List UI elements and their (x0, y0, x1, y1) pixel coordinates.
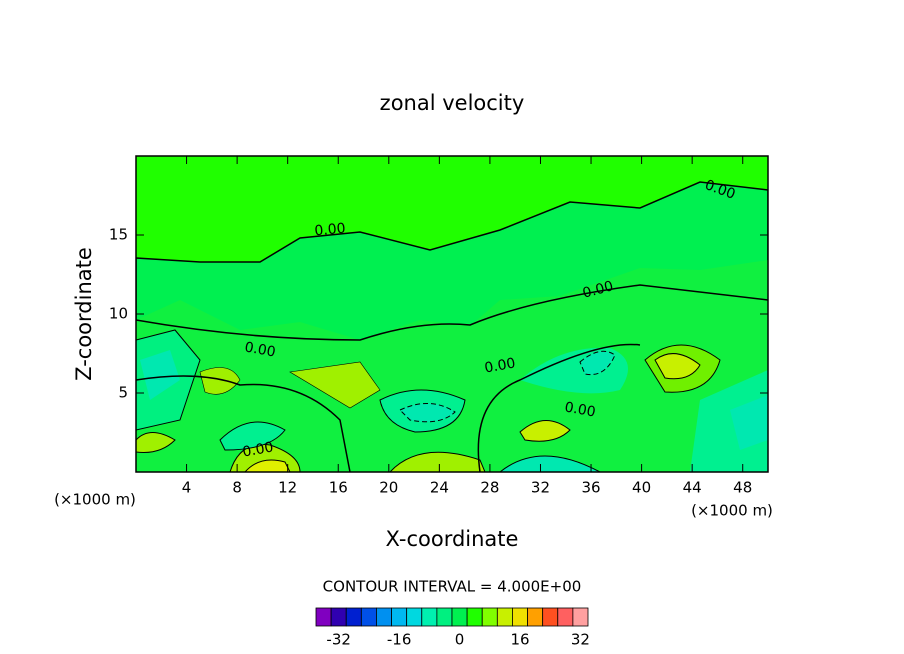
x-tick-label: 16 (329, 479, 348, 497)
x-tick-label: 12 (278, 479, 297, 497)
colorbar-swatch (391, 607, 408, 627)
colorbar-swatch (406, 607, 423, 627)
colorbar-swatch (527, 607, 544, 627)
x-axis-label: X-coordinate (386, 527, 519, 551)
contour-label: 0.00 (314, 221, 346, 240)
x-tick-label: 40 (632, 479, 651, 497)
contour-label: 0.00 (243, 339, 276, 360)
colorbar-tick-label: -32 (326, 631, 351, 649)
chart-title: zonal velocity (380, 91, 525, 115)
x-tick-label: 20 (379, 479, 398, 497)
contour-field (136, 156, 768, 472)
x-tick-label: 32 (531, 479, 550, 497)
x-tick-label: 28 (480, 479, 499, 497)
x-tick-label: 36 (581, 479, 600, 497)
contour-label: 0.00 (483, 355, 516, 376)
colorbar-swatch (376, 607, 392, 627)
colorbar-swatch (315, 607, 332, 627)
contour-label: 0.00 (241, 439, 274, 460)
colorbar-swatch (330, 607, 347, 627)
colorbar-swatch (542, 607, 559, 627)
colorbar-tick-label: -16 (387, 631, 412, 649)
y-tick-label: 15 (109, 226, 128, 244)
y-unit: (×1000 m) (54, 491, 136, 509)
x-tick-label: 44 (683, 479, 702, 497)
colorbar-swatch (557, 607, 574, 627)
y-tick-label: 10 (109, 305, 128, 323)
contour-label: 0.00 (563, 399, 596, 420)
colorbar-swatch (345, 607, 362, 627)
colorbar-tick-label: 32 (571, 631, 590, 649)
colorbar-swatch (451, 607, 468, 627)
colorbar-swatch (496, 607, 513, 627)
colorbar-swatch (436, 607, 453, 627)
colorbar-swatch (360, 607, 377, 627)
x-tick-label: 24 (430, 479, 449, 497)
contour-interval: CONTOUR INTERVAL = 4.000E+00 (323, 578, 582, 596)
x-tick-label: 8 (232, 479, 242, 497)
colorbar-tick-label: 16 (510, 631, 529, 649)
x-tick-label: 4 (182, 479, 192, 497)
x-unit: (×1000 m) (691, 502, 773, 520)
colorbar-swatch (512, 607, 528, 627)
colorbar-swatch (421, 607, 438, 627)
contour-label: 0.00 (581, 278, 615, 302)
y-axis-label: Z-coordinate (72, 247, 96, 381)
y-tick-label: 5 (118, 384, 128, 402)
colorbar-swatch (481, 607, 498, 627)
colorbar-swatch (466, 607, 483, 627)
colorbar-tick-label: 0 (455, 631, 465, 649)
colorbar-swatch (572, 607, 589, 627)
x-tick-label: 48 (733, 479, 752, 497)
